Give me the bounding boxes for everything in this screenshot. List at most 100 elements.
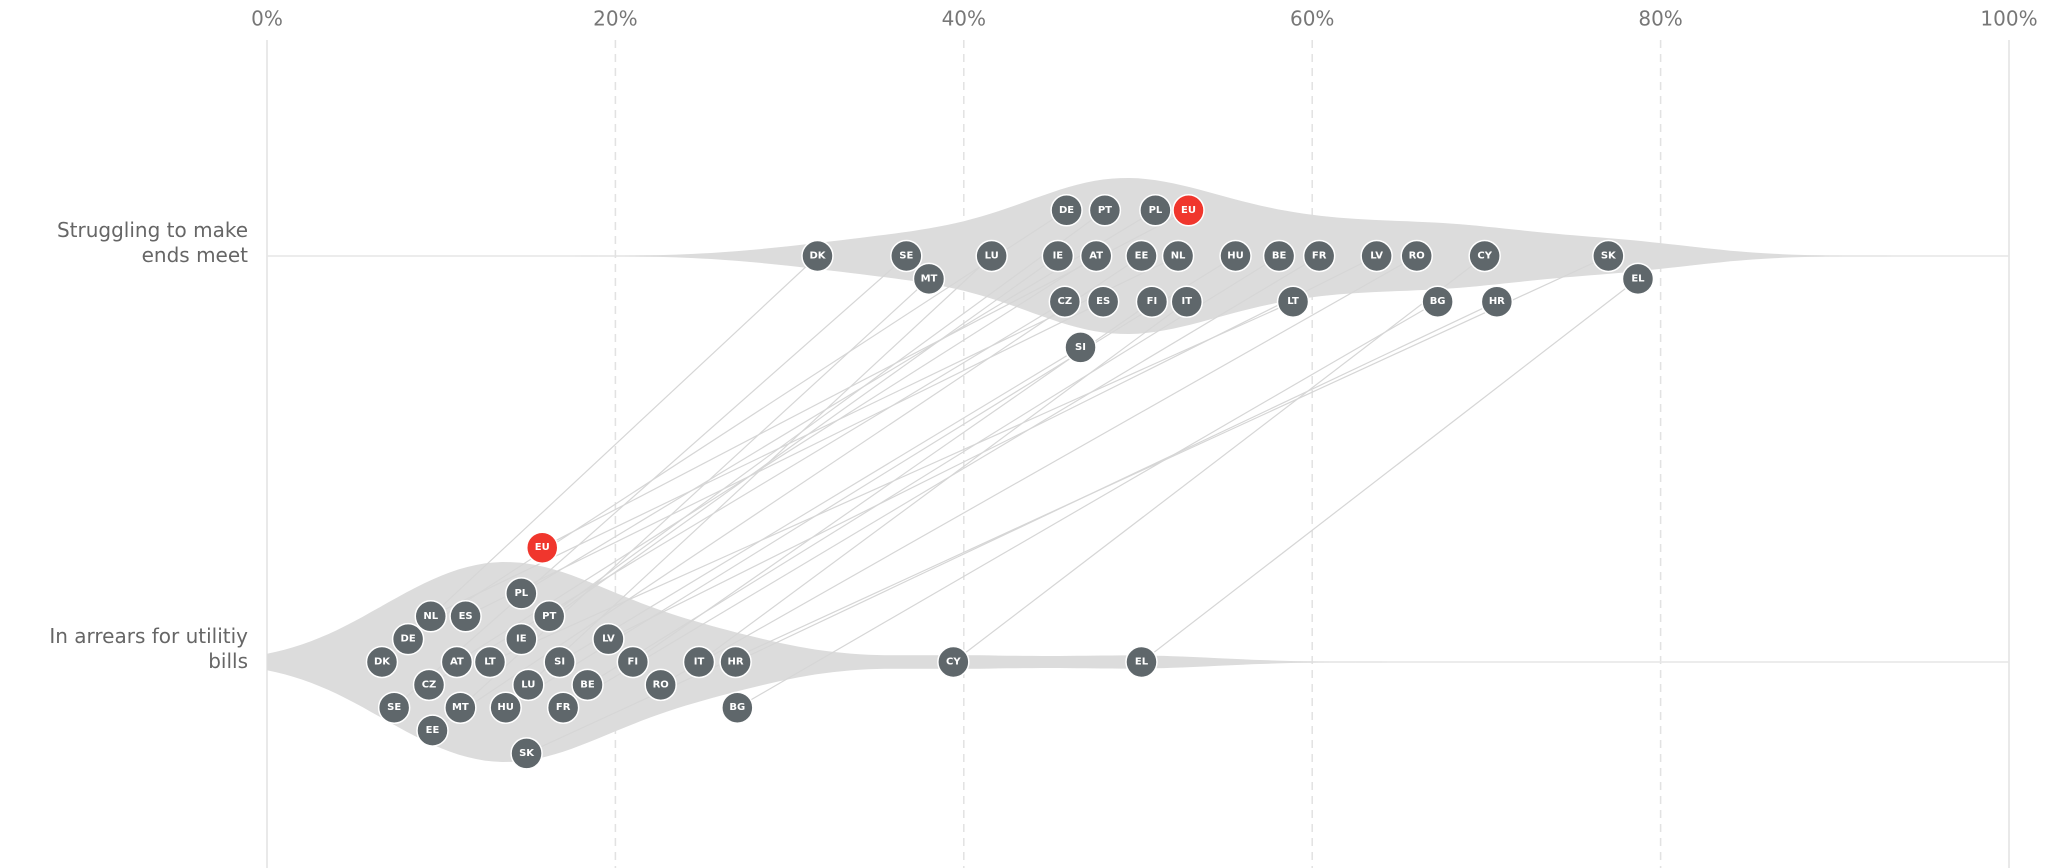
country-code: DE (401, 634, 416, 645)
link (952, 255, 1486, 663)
country-dot (1621, 262, 1655, 296)
country-code: CZ (1058, 296, 1073, 307)
country-code: PL (514, 588, 528, 599)
country-code: CY (946, 657, 961, 668)
country-code: NL (1171, 251, 1186, 262)
country-dot (525, 531, 559, 564)
x-tick-label: 60% (1290, 7, 1334, 31)
country-dot (644, 668, 677, 702)
link (698, 301, 1188, 663)
country-dot (546, 691, 580, 724)
country-code: EU (1181, 205, 1196, 216)
link (465, 301, 1104, 617)
country-dot (801, 239, 834, 273)
country-code: NL (423, 611, 438, 622)
link (541, 209, 1189, 549)
country-code: BG (1430, 296, 1446, 307)
country-code: SE (387, 702, 401, 713)
country-code: PT (542, 611, 556, 622)
country-dot (1468, 239, 1501, 273)
country-dot (1219, 239, 1252, 273)
country-dot (414, 600, 447, 633)
country-dot (444, 691, 477, 724)
country-code: LT (484, 657, 496, 668)
country-code: SI (554, 657, 565, 668)
link (505, 255, 1236, 709)
x-tick-label: 20% (593, 7, 637, 31)
country-dot (1086, 285, 1120, 318)
country-code: FR (556, 702, 571, 713)
link (489, 301, 1294, 663)
country-dot (682, 645, 716, 679)
country-dot (505, 622, 538, 656)
country-dot (1480, 285, 1514, 318)
country-dot (510, 737, 543, 770)
country-code: LT (1287, 296, 1299, 307)
x-tick-label: 80% (1638, 7, 1682, 31)
country-dot (1161, 239, 1195, 273)
country-code: FR (1312, 251, 1327, 262)
country-code: AT (450, 657, 464, 668)
country-code: EL (1135, 657, 1149, 668)
country-code: LV (602, 634, 615, 645)
country-dot (532, 600, 566, 633)
country-dot (1041, 239, 1075, 273)
country-code: EE (1135, 251, 1149, 262)
country-dot (1302, 239, 1336, 273)
country-dot (1079, 239, 1113, 273)
country-code: BG (729, 702, 745, 713)
country-dot (416, 714, 449, 747)
link (1141, 278, 1639, 663)
country-dot (571, 668, 604, 702)
country-dot (1262, 239, 1296, 273)
country-dot (1125, 239, 1158, 273)
dots: DK SE MT LU IE CZ DE SI AT ES PT EE FI PL NL IT EU HU BE LT… (365, 194, 1655, 770)
country-code: SK (1601, 251, 1617, 262)
country-code: BE (1272, 251, 1287, 262)
country-code: IT (1182, 296, 1193, 307)
country-dot (512, 668, 545, 702)
country-dot (1360, 239, 1393, 273)
links (381, 209, 1639, 754)
country-dot (391, 622, 425, 656)
country-dot (1088, 194, 1122, 227)
country-dot (365, 645, 399, 679)
country-code: DK (809, 251, 826, 262)
row-label: In arrears for utilitiy bills (49, 624, 248, 673)
country-code: LU (985, 251, 999, 262)
country-dot (937, 645, 970, 679)
country-code: IT (694, 657, 705, 668)
country-code: EE (426, 725, 440, 736)
country-code: PL (1149, 205, 1163, 216)
country-code: MT (921, 273, 938, 284)
country-code: MT (452, 702, 469, 713)
country-dot (1172, 194, 1205, 227)
country-dot (1135, 285, 1169, 318)
country-dot (912, 262, 946, 296)
country-dot (719, 645, 752, 679)
country-code: SK (519, 748, 535, 759)
country-dot (616, 645, 650, 679)
country-code: RO (1409, 251, 1425, 262)
country-dot (1400, 239, 1433, 273)
link (737, 301, 1438, 709)
country-code: HR (728, 657, 744, 668)
country-code: ES (459, 611, 473, 622)
country-dot (1139, 194, 1172, 227)
country-dot (489, 691, 522, 724)
link (562, 255, 1320, 709)
country-code: DE (1059, 205, 1074, 216)
link (548, 209, 1106, 617)
country-dot (1170, 285, 1204, 318)
country-code: FI (1147, 296, 1158, 307)
country-code: ES (1096, 296, 1110, 307)
link (381, 255, 818, 663)
country-code: CY (1477, 251, 1492, 262)
link (559, 346, 1081, 663)
country-dot (1592, 239, 1625, 273)
country-dot (543, 645, 576, 679)
country-code: HU (497, 702, 514, 713)
country-dot (721, 691, 754, 724)
